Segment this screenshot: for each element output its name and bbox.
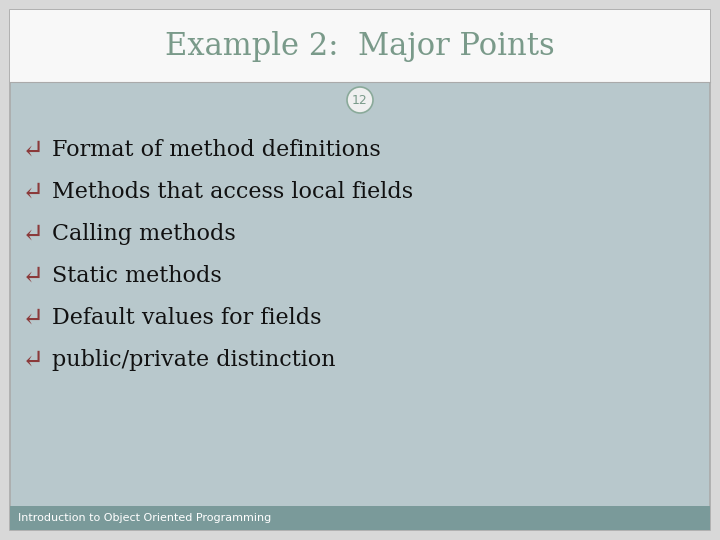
Text: Calling methods: Calling methods — [52, 223, 235, 245]
Text: Introduction to Object Oriented Programming: Introduction to Object Oriented Programm… — [18, 513, 271, 523]
Text: Static methods: Static methods — [52, 265, 222, 287]
Text: ↵: ↵ — [22, 138, 44, 163]
Circle shape — [347, 87, 373, 113]
Text: 12: 12 — [352, 93, 368, 106]
FancyBboxPatch shape — [10, 506, 710, 530]
Text: ↵: ↵ — [22, 179, 44, 205]
Text: ↵: ↵ — [22, 221, 44, 246]
FancyBboxPatch shape — [10, 10, 710, 530]
Text: ↵: ↵ — [22, 306, 44, 330]
Text: public/private distinction: public/private distinction — [52, 349, 336, 371]
Text: Example 2:  Major Points: Example 2: Major Points — [165, 30, 555, 62]
FancyBboxPatch shape — [10, 10, 710, 82]
Text: ↵: ↵ — [22, 264, 44, 288]
Text: Format of method definitions: Format of method definitions — [52, 139, 381, 161]
Text: Methods that access local fields: Methods that access local fields — [52, 181, 413, 203]
Text: Default values for fields: Default values for fields — [52, 307, 322, 329]
Text: ↵: ↵ — [22, 348, 44, 373]
